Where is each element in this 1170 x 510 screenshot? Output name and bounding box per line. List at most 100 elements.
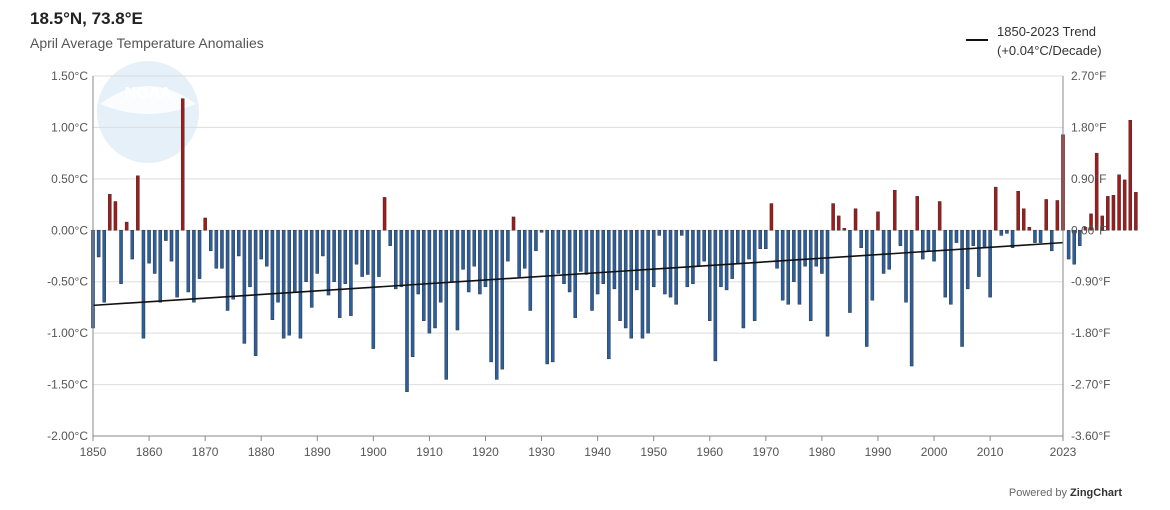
bar-1918[interactable]: [472, 230, 477, 267]
bar-1924[interactable]: [506, 230, 510, 262]
bar-1880[interactable]: [259, 230, 263, 260]
bar-1932[interactable]: [551, 230, 555, 363]
bar-1898[interactable]: [360, 230, 364, 277]
bar-1972[interactable]: [775, 230, 779, 269]
bar-1888[interactable]: [304, 230, 308, 282]
bar-1998[interactable]: [921, 230, 925, 260]
bar-1955[interactable]: [679, 230, 684, 236]
bar-1894[interactable]: [337, 230, 342, 318]
bar-1889[interactable]: [309, 230, 314, 308]
bar-1939[interactable]: [590, 230, 594, 311]
bar-1999[interactable]: [926, 230, 931, 252]
bar-2002[interactable]: [943, 230, 947, 298]
bar-1944[interactable]: [618, 230, 622, 321]
bar-2008[interactable]: [977, 230, 981, 277]
bar-1877[interactable]: [242, 230, 247, 344]
bar-1993[interactable]: [893, 189, 897, 231]
bar-1941[interactable]: [601, 230, 605, 284]
bar-2032[interactable]: [1111, 195, 1116, 231]
bar-1858[interactable]: [136, 175, 140, 231]
bar-1885[interactable]: [287, 230, 291, 336]
bar-1984[interactable]: [842, 228, 847, 231]
bar-2013[interactable]: [1005, 230, 1009, 234]
bar-1882[interactable]: [270, 230, 275, 320]
bar-1872[interactable]: [214, 230, 219, 269]
bar-2007[interactable]: [971, 230, 976, 246]
bar-1851[interactable]: [96, 230, 101, 258]
bar-1964[interactable]: [730, 230, 734, 279]
bar-1967[interactable]: [747, 230, 751, 260]
bar-1913[interactable]: [444, 230, 448, 380]
bar-1994[interactable]: [898, 230, 903, 246]
bar-1906[interactable]: [405, 230, 409, 392]
bar-1870[interactable]: [203, 217, 207, 231]
bar-1927[interactable]: [522, 230, 527, 269]
bar-1883[interactable]: [276, 230, 280, 303]
bar-1878[interactable]: [248, 230, 252, 288]
bar-1857[interactable]: [130, 230, 134, 260]
bar-1985[interactable]: [848, 230, 852, 313]
bar-1866[interactable]: [180, 98, 185, 231]
bar-1905[interactable]: [399, 230, 404, 288]
bar-1921[interactable]: [489, 230, 493, 363]
bar-1963[interactable]: [724, 230, 729, 291]
bar-1875[interactable]: [231, 230, 235, 300]
bar-1862[interactable]: [158, 230, 163, 303]
bar-1938[interactable]: [584, 230, 589, 275]
bar-1979[interactable]: [814, 230, 819, 267]
bar-1890[interactable]: [315, 230, 320, 274]
bar-2000[interactable]: [932, 230, 936, 262]
bar-1992[interactable]: [887, 230, 891, 270]
bar-1914[interactable]: [450, 230, 454, 282]
bar-2011[interactable]: [993, 186, 998, 231]
bar-1874[interactable]: [225, 230, 230, 311]
bar-1881[interactable]: [265, 230, 269, 267]
bar-1952[interactable]: [663, 230, 667, 295]
bar-1909[interactable]: [422, 230, 426, 321]
trend-line[interactable]: [92, 241, 1064, 307]
bar-1856[interactable]: [124, 221, 129, 231]
bar-1986[interactable]: [853, 208, 858, 231]
bar-1981[interactable]: [825, 230, 830, 337]
bar-1966[interactable]: [741, 230, 746, 329]
bar-2029[interactable]: [1094, 152, 1099, 231]
bar-1864[interactable]: [169, 230, 174, 262]
bar-1920[interactable]: [483, 230, 488, 288]
bar-1982[interactable]: [831, 203, 835, 231]
bar-1853[interactable]: [108, 194, 112, 231]
bar-1933[interactable]: [556, 230, 561, 274]
bar-1903[interactable]: [388, 230, 392, 246]
bar-1873[interactable]: [220, 230, 224, 269]
bar-1869[interactable]: [197, 230, 202, 279]
bar-1970[interactable]: [764, 230, 768, 249]
bar-1965[interactable]: [736, 230, 740, 265]
bar-2028[interactable]: [1089, 213, 1093, 231]
bar-1996[interactable]: [909, 230, 914, 367]
bar-1867[interactable]: [186, 230, 191, 293]
bar-1916[interactable]: [461, 230, 465, 270]
bar-1977[interactable]: [803, 230, 807, 267]
bar-1865[interactable]: [175, 230, 179, 298]
bar-1876[interactable]: [237, 230, 241, 257]
bar-1953[interactable]: [668, 230, 673, 298]
bar-1997[interactable]: [915, 196, 919, 231]
bar-2003[interactable]: [949, 230, 953, 305]
bar-1947[interactable]: [635, 230, 639, 291]
bar-2017[interactable]: [1027, 226, 1032, 231]
bar-1949[interactable]: [646, 230, 650, 334]
bar-1855[interactable]: [119, 230, 123, 284]
bar-1861[interactable]: [152, 230, 157, 274]
bar-2019[interactable]: [1038, 230, 1043, 243]
bar-1956[interactable]: [685, 230, 690, 288]
bar-1904[interactable]: [394, 230, 398, 290]
bar-1962[interactable]: [719, 230, 723, 288]
bar-1911[interactable]: [433, 230, 437, 329]
bar-1948[interactable]: [640, 230, 645, 339]
bar-1886[interactable]: [293, 230, 297, 293]
bar-2031[interactable]: [1106, 196, 1110, 231]
bar-1974[interactable]: [786, 230, 790, 305]
bar-1928[interactable]: [528, 230, 533, 311]
bar-1899[interactable]: [366, 230, 370, 275]
bar-2027[interactable]: [1083, 226, 1088, 231]
bar-2016[interactable]: [1022, 208, 1026, 231]
